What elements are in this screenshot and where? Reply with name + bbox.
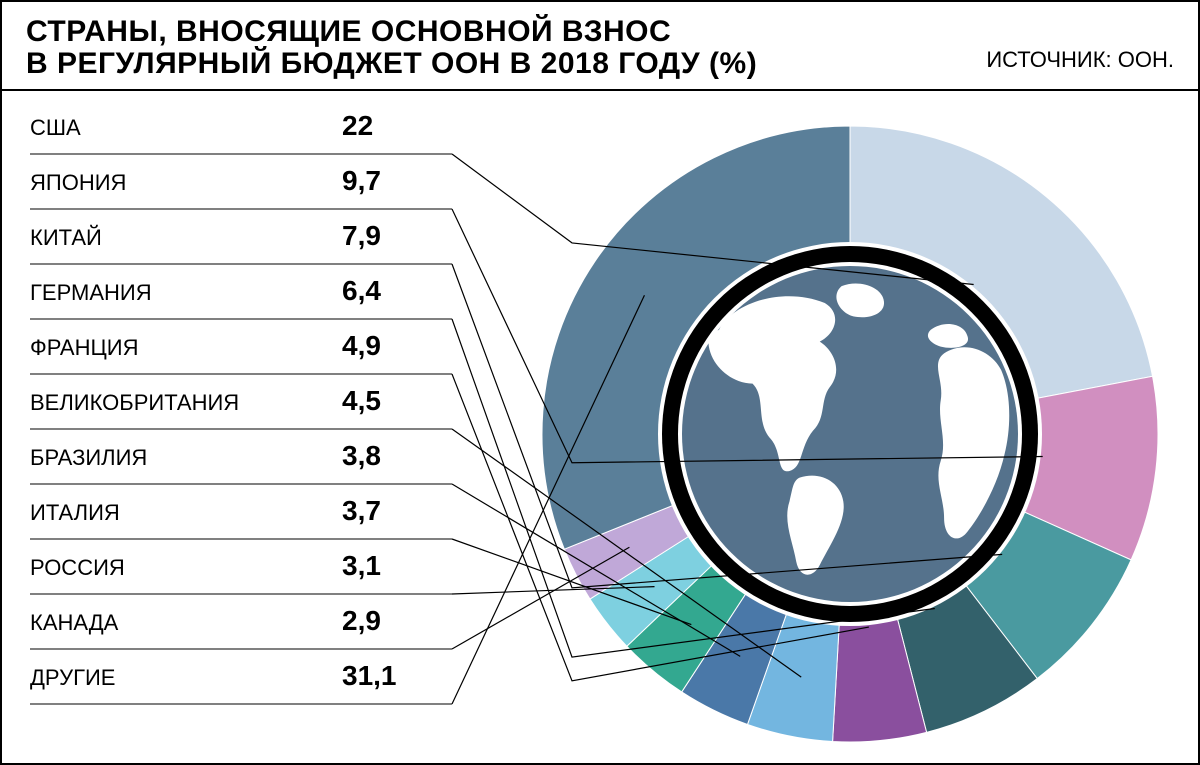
- infographic-frame: СТРАНЫ, ВНОСЯЩИЕ ОСНОВНОЙ ВЗНОС В РЕГУЛЯ…: [0, 0, 1200, 765]
- table-row-value: 7,9: [342, 220, 381, 251]
- table-row-value: 31,1: [342, 660, 397, 691]
- table-row-label: БРАЗИЛИЯ: [30, 445, 147, 470]
- table-row-label: ФРАНЦИЯ: [30, 335, 138, 360]
- table-row-value: 4,5: [342, 385, 381, 416]
- table-row-value: 9,7: [342, 165, 381, 196]
- table-row-label: ВЕЛИКОБРИТАНИЯ: [30, 390, 239, 415]
- table-row-value: 22: [342, 110, 373, 141]
- table-row-label: РОССИЯ: [30, 555, 125, 580]
- table-row-value: 4,9: [342, 330, 381, 361]
- table-row-label: США: [30, 115, 81, 140]
- table-row-label: КИТАЙ: [30, 225, 102, 250]
- table-row-value: 3,1: [342, 550, 381, 581]
- table-row-value: 3,7: [342, 495, 381, 526]
- table-row-label: ИТАЛИЯ: [30, 500, 120, 525]
- table-row-label: ДРУГИЕ: [30, 665, 115, 690]
- table-row-label: ЯПОНИЯ: [30, 170, 126, 195]
- table-row-label: КАНАДА: [30, 610, 119, 635]
- table-row-value: 6,4: [342, 275, 381, 306]
- table-row-value: 2,9: [342, 605, 381, 636]
- table-row-value: 3,8: [342, 440, 381, 471]
- chart-canvas: США 22 ЯПОНИЯ 9,7 КИТАЙ 7,9 ГЕРМАНИЯ 6,4 ФРАНЦИЯ…: [2, 2, 1200, 765]
- table-row-label: ГЕРМАНИЯ: [30, 280, 152, 305]
